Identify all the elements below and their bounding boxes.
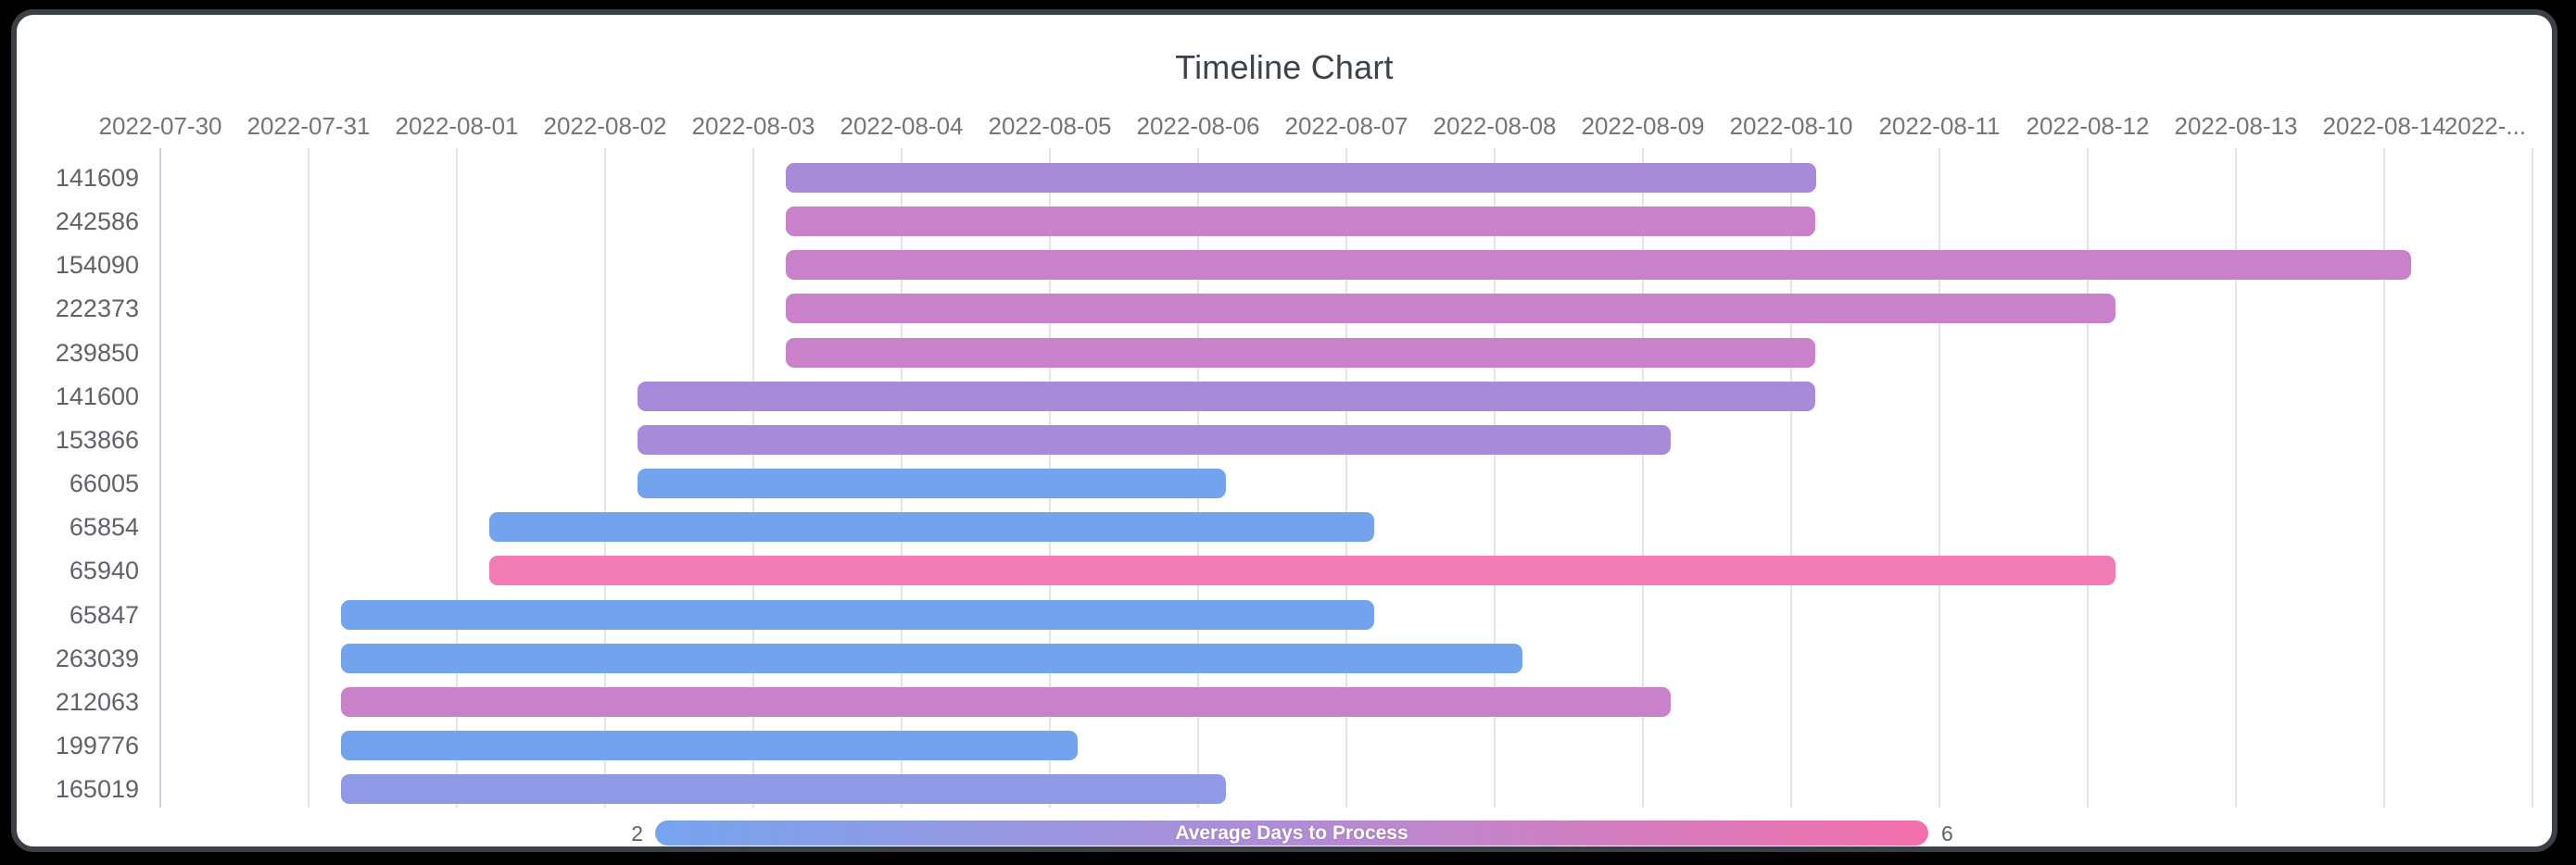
timeline-bar[interactable] <box>638 469 1227 499</box>
legend-title: Average Days to Process <box>1175 822 1408 844</box>
y-axis-label: 199776 <box>55 731 139 759</box>
x-axis-label: 2022-08-06 <box>1136 112 1260 140</box>
y-axis-label: 165019 <box>55 775 139 804</box>
x-axis-label: 2022-08-11 <box>1878 112 2001 140</box>
timeline-bar[interactable] <box>638 424 1672 455</box>
legend-max-value: 6 <box>1941 821 1953 846</box>
legend-gradient-bar <box>655 821 1928 846</box>
gridline <box>604 148 606 808</box>
gridline <box>159 148 161 808</box>
y-axis-label: 242586 <box>55 207 139 236</box>
y-axis-label: 141609 <box>55 164 139 192</box>
x-axis-label: 2022-08-14 <box>2322 112 2446 140</box>
y-axis-label: 141600 <box>55 382 139 410</box>
timeline-bar[interactable] <box>341 686 1672 717</box>
x-axis-label: 2022-08-04 <box>840 112 964 140</box>
gridline <box>1494 148 1496 808</box>
chart-title: Timeline Chart <box>1175 48 1394 86</box>
gridline <box>308 148 309 808</box>
y-axis-label: 65854 <box>69 513 139 542</box>
timeline-bar[interactable] <box>341 643 1523 673</box>
x-axis-label: 2022-08-02 <box>543 112 667 140</box>
gridline <box>1790 148 1792 808</box>
y-axis-label: 66005 <box>69 470 139 498</box>
y-axis-label: 154090 <box>55 251 139 280</box>
plot-area: Timeline Chart 2022-07-30 2022-07-31 2022-… <box>17 15 2552 846</box>
gridline <box>2087 148 2089 808</box>
timeline-bar[interactable] <box>341 730 1079 760</box>
gridline <box>2383 148 2385 808</box>
x-axis-label: 2022-08-12 <box>2026 112 2150 140</box>
x-axis-label: 2022-08-01 <box>395 112 519 140</box>
y-axis-label: 212063 <box>55 687 139 716</box>
timeline-bar[interactable] <box>489 512 1375 543</box>
timeline-bar[interactable] <box>786 294 2116 324</box>
x-axis-label: 2022-... <box>2443 112 2527 140</box>
y-axis-label: 153866 <box>55 425 139 454</box>
gridline <box>1345 148 1347 808</box>
x-axis-label: 2022-08-03 <box>691 112 815 140</box>
x-axis-label: 2022-08-08 <box>1433 112 1557 140</box>
timeline-bar[interactable] <box>341 774 1227 805</box>
x-axis-label: 2022-08-10 <box>1729 112 1853 140</box>
x-axis-label: 2022-08-13 <box>2174 112 2298 140</box>
x-axis-label: 2022-08-05 <box>988 112 1112 140</box>
gridline <box>1642 148 1644 808</box>
gridline <box>2235 148 2237 808</box>
timeline-bar[interactable] <box>786 250 2411 281</box>
y-axis-label: 222373 <box>55 295 139 323</box>
timeline-bar[interactable] <box>786 337 1815 368</box>
y-axis-label: 65940 <box>69 557 139 585</box>
legend-min-value: 2 <box>631 821 643 846</box>
x-axis-label: 2022-07-30 <box>98 112 222 140</box>
y-axis-label: 65847 <box>69 600 139 629</box>
y-axis-label: 263039 <box>55 644 139 672</box>
timeline-bar[interactable] <box>786 207 1815 237</box>
x-axis-label: 2022-08-07 <box>1284 112 1408 140</box>
gridline <box>2532 148 2533 808</box>
y-axis-label: 239850 <box>55 338 139 367</box>
timeline-bar[interactable] <box>786 163 1817 193</box>
gridline <box>1938 148 1940 808</box>
x-axis-label: 2022-08-09 <box>1581 112 1705 140</box>
gridline <box>456 148 458 808</box>
timeline-bar[interactable] <box>638 381 1815 411</box>
timeline-bar[interactable] <box>341 599 1375 630</box>
x-axis-label: 2022-07-31 <box>246 112 371 140</box>
chart-window: Timeline Chart 2022-07-30 2022-07-31 2022-… <box>11 9 2557 852</box>
timeline-bar[interactable] <box>489 556 2116 586</box>
